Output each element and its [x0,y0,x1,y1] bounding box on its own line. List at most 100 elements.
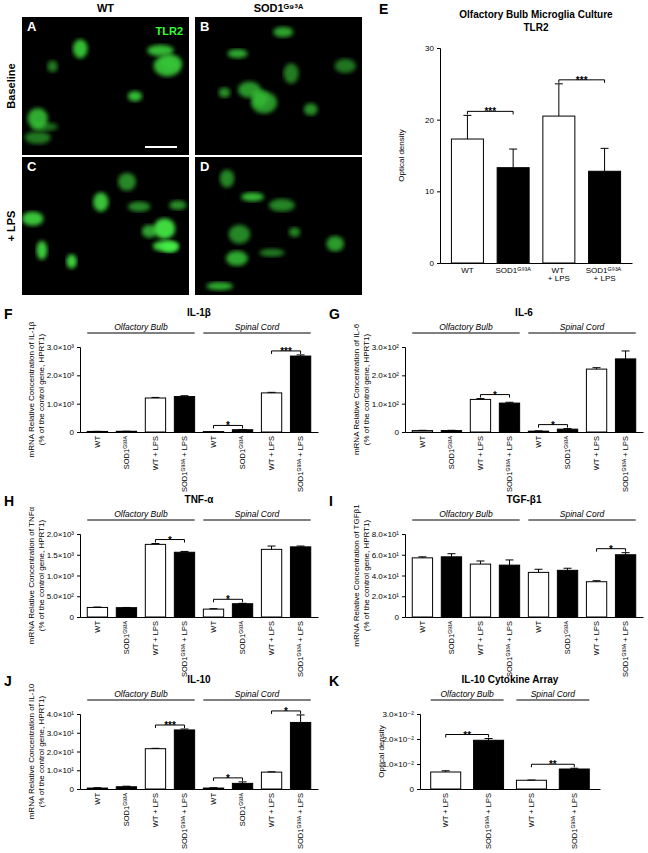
bars [431,739,590,790]
group-line [412,520,519,521]
row-header: Baseline [5,63,17,108]
error-bar [505,402,513,404]
bar [412,431,432,432]
cell [22,211,43,225]
bar [232,430,252,432]
row-header: + LPS [5,211,17,242]
significance-label: *** [280,346,292,357]
bar [474,740,504,789]
bar [586,369,606,432]
y-tick-label: 2.0×10⁻² [382,735,414,744]
x-axis-line [81,432,319,433]
bar [290,547,310,617]
error-bar [210,608,218,609]
cell [128,202,151,212]
x-tick-label: SOD1ᴳ⁹³ᴬ + LPS [180,436,189,492]
y-tick: 2.0×10¹ [47,748,80,757]
micrograph: D [195,157,362,295]
bar [499,403,519,432]
y-tick-label: 2.0×10¹ [372,592,400,601]
y-tick-mark [77,770,80,771]
error-bar [463,115,471,139]
bar [543,116,575,263]
x-tick: SOD1ᴳ⁹³ᴬ [447,617,456,654]
group-label: Spinal Cord [235,689,280,699]
y-tick-mark [77,617,80,618]
bar [87,431,107,432]
x-tick-label: SOD1ᴳ⁹³ᴬ + LPS [296,436,305,492]
error-bar [93,431,101,432]
x-tick-label: WT [209,436,218,448]
bar [441,557,461,617]
error-bar [535,569,543,572]
panel-letter: B [200,19,209,34]
x-tick: SOD1ᴳ⁹³ᴬ [447,432,456,469]
bar [441,431,461,432]
y-tick-label: 3.0×10³ [47,343,75,352]
x-tick: SOD1ᴳ⁹³ᴬ + LPS [484,789,493,849]
error-bar [622,351,630,359]
x-tick: SOD1ᴳ⁹³ᴬ + LPS [621,432,630,492]
error-bar [485,739,493,741]
error-bar [268,771,276,772]
significance-label: ** [463,730,471,741]
y-tick-mark [402,404,405,405]
y-tick: 10 [425,187,440,196]
group-line [516,700,589,701]
bar [470,399,490,432]
x-tick-label: WT + LPS [592,436,601,470]
cell [284,63,299,84]
x-tick-label: WT [209,621,218,633]
x-tick-label: SOD1ᴳ⁹³ᴬ [238,620,247,654]
y-tick: 5.0×10² [47,592,80,601]
y-axis-title: (% of the control gene, HPRT1) [362,333,371,445]
y-tick-mark [417,789,420,790]
y-tick-label: 2.0×10³ [47,530,75,539]
significance-label: *** [484,106,496,117]
panel-letter: I [329,493,333,509]
error-bar [93,787,101,788]
bar [615,555,635,617]
error-bar [593,581,601,582]
group-label: Spinal Cord [531,689,576,699]
x-tick-label: WT + LPS [267,436,276,470]
y-tick: 1.0×10¹ [47,766,80,775]
x-tick: SOD1ᴳ⁹³ᴬ + LPS [296,617,305,677]
bar [290,356,310,432]
y-tick: 4.0×10¹ [47,710,80,719]
x-tick: SOD1ᴳ⁹³ᴬ + LPS [570,789,579,849]
y-tick: 3.0×10² [372,343,405,352]
x-axis: WTSOD1ᴳ⁹³ᴬWT + LPSSOD1ᴳ⁹³ᴬ + LPSWTSOD1ᴳ⁹… [406,432,644,492]
x-tick: WT [461,263,474,275]
micrograph-background [22,157,189,295]
bar [203,609,223,617]
x-tick-label: SOD1ᴳ⁹³ᴬ [238,435,247,469]
y-tick: 0 [410,785,420,794]
y-axis-line [402,348,406,433]
x-tick: SOD1ᴳ⁹³ᴬ [495,263,531,275]
error-bar [593,368,601,369]
y-tick: 2.0×10¹ [372,592,405,601]
x-tick: SOD1ᴳ⁹³ᴬ [563,617,572,654]
y-tick: 0 [430,259,440,268]
x-tick: SOD1ᴳ⁹³ᴬ + LPS [505,432,514,492]
y-tick-mark [417,764,420,765]
y-tick-mark [77,789,80,790]
cell [169,201,187,210]
cell [153,241,179,252]
y-tick-mark [417,714,420,715]
y-tick: 20 [425,116,440,125]
bar [87,788,107,789]
x-tick: WT + LPS [592,432,601,470]
error-bar [297,715,305,723]
error-bar [442,771,450,772]
y-tick-label: 4.0×10¹ [47,710,75,719]
error-bar [476,561,484,564]
group-line [87,700,194,701]
y-tick-mark [402,576,405,577]
micrograph-background [195,157,362,295]
bar [87,607,107,617]
y-axis-line [77,348,81,433]
y-axis: 01.0×10⁻²2.0×10⁻²3.0×10⁻² [382,710,420,794]
x-tick: WT + LPS [267,432,276,470]
